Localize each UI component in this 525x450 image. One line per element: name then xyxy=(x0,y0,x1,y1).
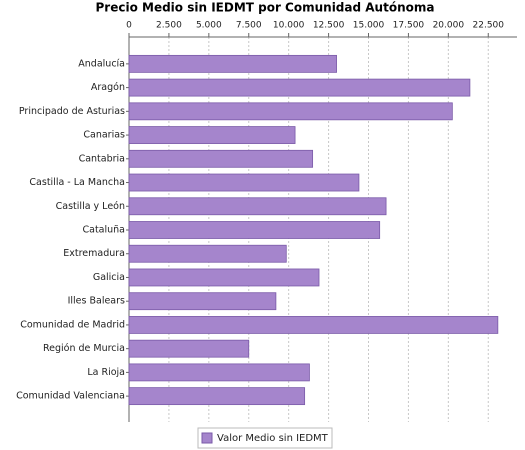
bar xyxy=(128,268,320,287)
y-tick-label: Cataluña xyxy=(82,225,125,236)
y-tick-label: Galicia xyxy=(93,272,125,283)
bar xyxy=(128,244,287,263)
y-tick-label: Aragón xyxy=(91,82,125,93)
bar xyxy=(128,221,381,239)
x-tick-label: 7.500 xyxy=(236,21,262,31)
y-tick-label: La Rioja xyxy=(87,367,125,378)
y-tick-label: Cantabria xyxy=(79,153,125,164)
y-tick-label: Comunidad Valenciana xyxy=(16,391,125,402)
y-tick-label: Castilla - La Mancha xyxy=(29,177,125,188)
x-tick-label: 12.500 xyxy=(313,21,345,31)
bar xyxy=(128,173,360,192)
y-tick-label: Región de Murcia xyxy=(43,343,125,354)
bar xyxy=(128,78,471,97)
bar xyxy=(128,316,499,334)
chart-title: Precio Medio sin IEDMT por Comunidad Aut… xyxy=(96,1,435,15)
bar xyxy=(128,363,310,382)
y-tick-label: Andalucía xyxy=(78,58,125,69)
x-tick-label: 20.000 xyxy=(433,21,465,31)
legend-frame xyxy=(197,427,333,449)
bar xyxy=(128,54,337,73)
x-tick-label: 0 xyxy=(126,21,132,31)
bar xyxy=(128,339,250,358)
legend-swatch xyxy=(201,432,213,444)
legend-label: Valor Medio sin IEDMT xyxy=(217,433,329,444)
x-tick-label: 17.500 xyxy=(393,21,425,31)
bar xyxy=(128,197,387,216)
x-tick-label: 22.500 xyxy=(473,21,505,31)
y-tick-label: Principado de Asturias xyxy=(19,106,125,117)
bar xyxy=(128,126,296,144)
y-tick-label: Comunidad de Madrid xyxy=(20,319,125,330)
y-tick-label: Castilla y León xyxy=(56,201,125,212)
x-tick-label: 10.000 xyxy=(273,21,305,31)
bar xyxy=(128,387,306,406)
y-tick-label: Extremadura xyxy=(63,248,125,259)
bar xyxy=(128,149,314,168)
x-tick-label: 2.500 xyxy=(156,21,182,31)
x-tick-label: 5.000 xyxy=(196,21,222,31)
bar xyxy=(128,102,453,121)
y-tick-label: Illes Balears xyxy=(68,296,125,307)
y-tick-label: Canarias xyxy=(83,130,125,141)
bar xyxy=(128,292,277,311)
x-tick-label: 15.000 xyxy=(353,21,385,31)
